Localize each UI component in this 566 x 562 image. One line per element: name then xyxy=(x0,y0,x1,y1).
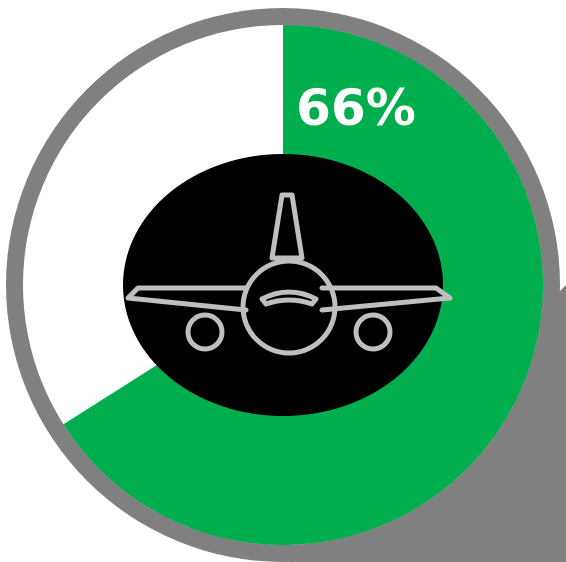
percentage-label: 66% xyxy=(296,79,416,137)
airplane-icon xyxy=(125,192,453,356)
